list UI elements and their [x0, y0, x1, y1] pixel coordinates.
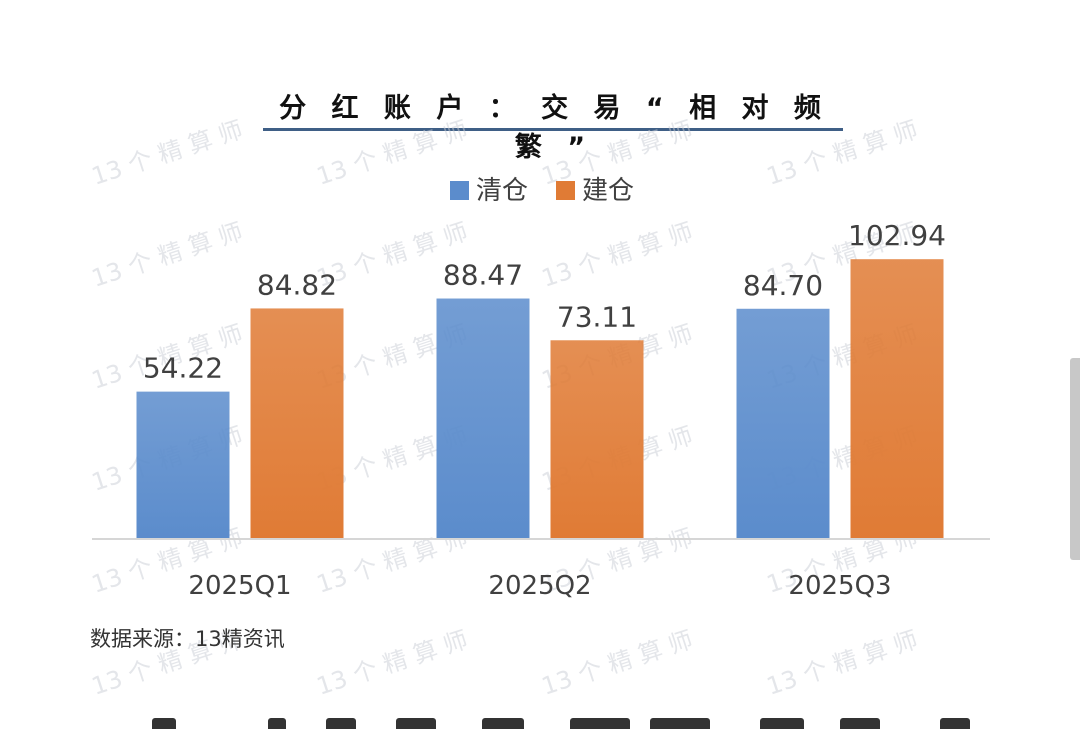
- data-label: 88.47: [443, 259, 523, 292]
- title-underline: [263, 128, 843, 131]
- legend: 清仓 建仓: [450, 176, 634, 206]
- data-label-layer: 54.22 88.47 84.70 84.82 73.11 102.94: [143, 219, 946, 384]
- bar-qingcang-2025Q2: [436, 298, 530, 539]
- legend-swatch: [450, 181, 469, 200]
- chart-title: 分 红 账 户 ： 交 易 “ 相 对 频 繁 ”: [279, 93, 829, 163]
- data-label: 84.82: [257, 268, 337, 301]
- watermark-text: 13 个 精 算 师: [763, 116, 921, 191]
- bar-qingcang-2025Q1: [136, 391, 230, 539]
- data-label: 102.94: [848, 219, 946, 252]
- watermark-text: 13 个 精 算 师: [313, 626, 471, 701]
- data-label: 54.22: [143, 352, 223, 385]
- bar-jiancang-2025Q2: [550, 340, 644, 539]
- bar-jiancang-2025Q1: [250, 308, 344, 539]
- watermark-text: 13 个 精 算 师: [538, 218, 696, 293]
- bar-layer: [136, 259, 944, 539]
- bar-qingcang-2025Q3: [736, 308, 830, 539]
- x-axis-ticks: 2025Q1 2025Q2 2025Q3: [188, 571, 891, 601]
- x-tick-label: 2025Q3: [788, 571, 891, 601]
- watermark-text: 13 个 精 算 师: [88, 116, 246, 191]
- watermark-text: 13 个 精 算 师: [763, 626, 921, 701]
- legend-swatch: [556, 181, 575, 200]
- scrollbar-thumb[interactable]: [1070, 358, 1080, 560]
- data-label: 84.70: [743, 269, 823, 302]
- x-tick-label: 2025Q2: [488, 571, 591, 601]
- legend-label: 建仓: [582, 176, 634, 206]
- watermark-text: 13 个 精 算 师: [88, 218, 246, 293]
- bar-jiancang-2025Q3: [850, 259, 944, 539]
- source-note: 数据来源：13精资讯: [90, 627, 285, 651]
- x-tick-label: 2025Q1: [188, 571, 291, 601]
- watermark-text: 13 个 精 算 师: [313, 116, 471, 191]
- data-label: 73.11: [557, 300, 637, 333]
- legend-label: 清仓: [476, 176, 528, 206]
- watermark-text: 13 个 精 算 师: [538, 626, 696, 701]
- next-paragraph-fragment: [0, 712, 1080, 729]
